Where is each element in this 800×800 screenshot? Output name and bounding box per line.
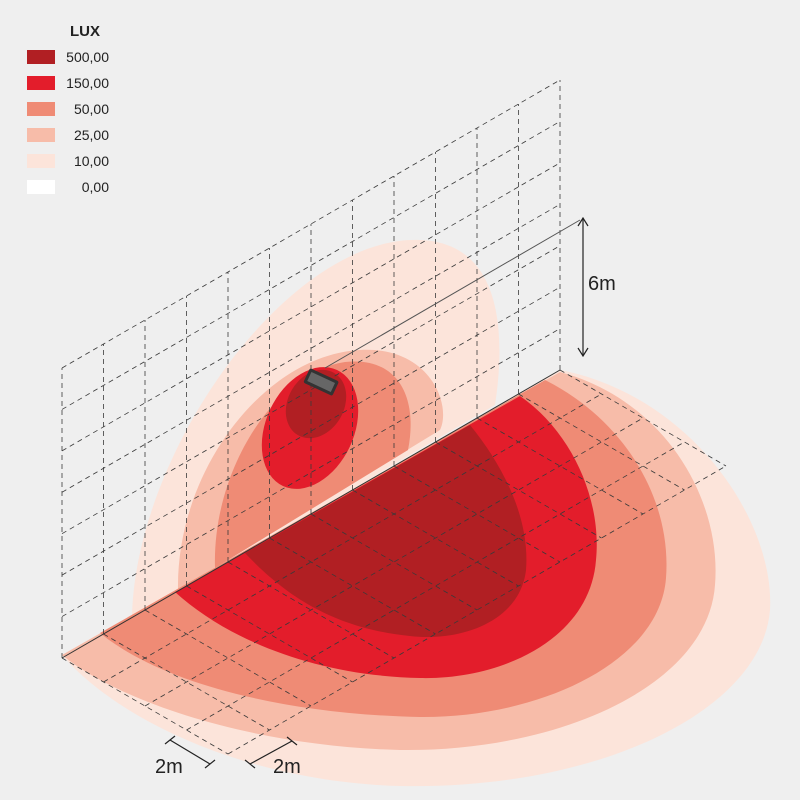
wall-base xyxy=(61,369,561,659)
floor-grid-line xyxy=(352,489,519,587)
legend-title: LUX xyxy=(70,23,100,40)
floor-grid-line xyxy=(186,441,685,731)
floor-grid-line xyxy=(144,609,312,707)
legend-label: 0,00 xyxy=(82,179,109,195)
height-line xyxy=(324,219,581,369)
lamp xyxy=(303,368,339,396)
wall-grid-line xyxy=(61,121,561,410)
width-dimensions xyxy=(164,735,298,769)
legend-swatch xyxy=(27,180,55,194)
wall-grid-line xyxy=(61,162,561,452)
legend: 500,00 150,00 50,00 25,00 10,00 0,00 xyxy=(27,49,109,195)
floor-grid-line xyxy=(227,561,395,659)
height-label: 6m xyxy=(588,273,616,295)
legend-swatch xyxy=(27,154,55,168)
floor-grid-line xyxy=(393,465,561,563)
legend-label: 10,00 xyxy=(74,153,109,169)
wall-grid-line xyxy=(61,328,561,617)
legend-label: 500,00 xyxy=(66,49,109,65)
floor-grid-line xyxy=(310,513,478,611)
floor-grid-line xyxy=(144,417,644,707)
legend-label: 25,00 xyxy=(74,127,109,143)
floor-grid-line xyxy=(435,441,602,539)
depth-label: 2m xyxy=(273,756,301,778)
height-dimension xyxy=(577,216,589,358)
floor-grid-line xyxy=(103,633,270,731)
wall-grid-line xyxy=(61,203,561,493)
legend-label: 150,00 xyxy=(66,75,109,91)
floor-grid-line xyxy=(186,585,353,683)
wall-grid-line xyxy=(61,79,561,369)
floor-grid-line xyxy=(227,465,727,755)
floor-grid-line xyxy=(559,369,727,467)
wall-grid-line xyxy=(61,286,561,576)
width-label: 2m xyxy=(155,756,183,778)
floor-grid-line xyxy=(518,393,685,491)
grid xyxy=(61,79,727,755)
legend-label: 50,00 xyxy=(74,101,109,117)
legend-swatch xyxy=(27,50,55,64)
legend-swatch xyxy=(27,102,55,116)
legend-swatch xyxy=(27,76,55,90)
floor-grid-line xyxy=(269,537,436,635)
floor-grid-line xyxy=(476,417,644,515)
floor-grid-line xyxy=(61,657,229,755)
legend-swatch xyxy=(27,128,55,142)
floor-grid-line xyxy=(103,393,602,683)
wall-grid-line xyxy=(61,245,561,535)
